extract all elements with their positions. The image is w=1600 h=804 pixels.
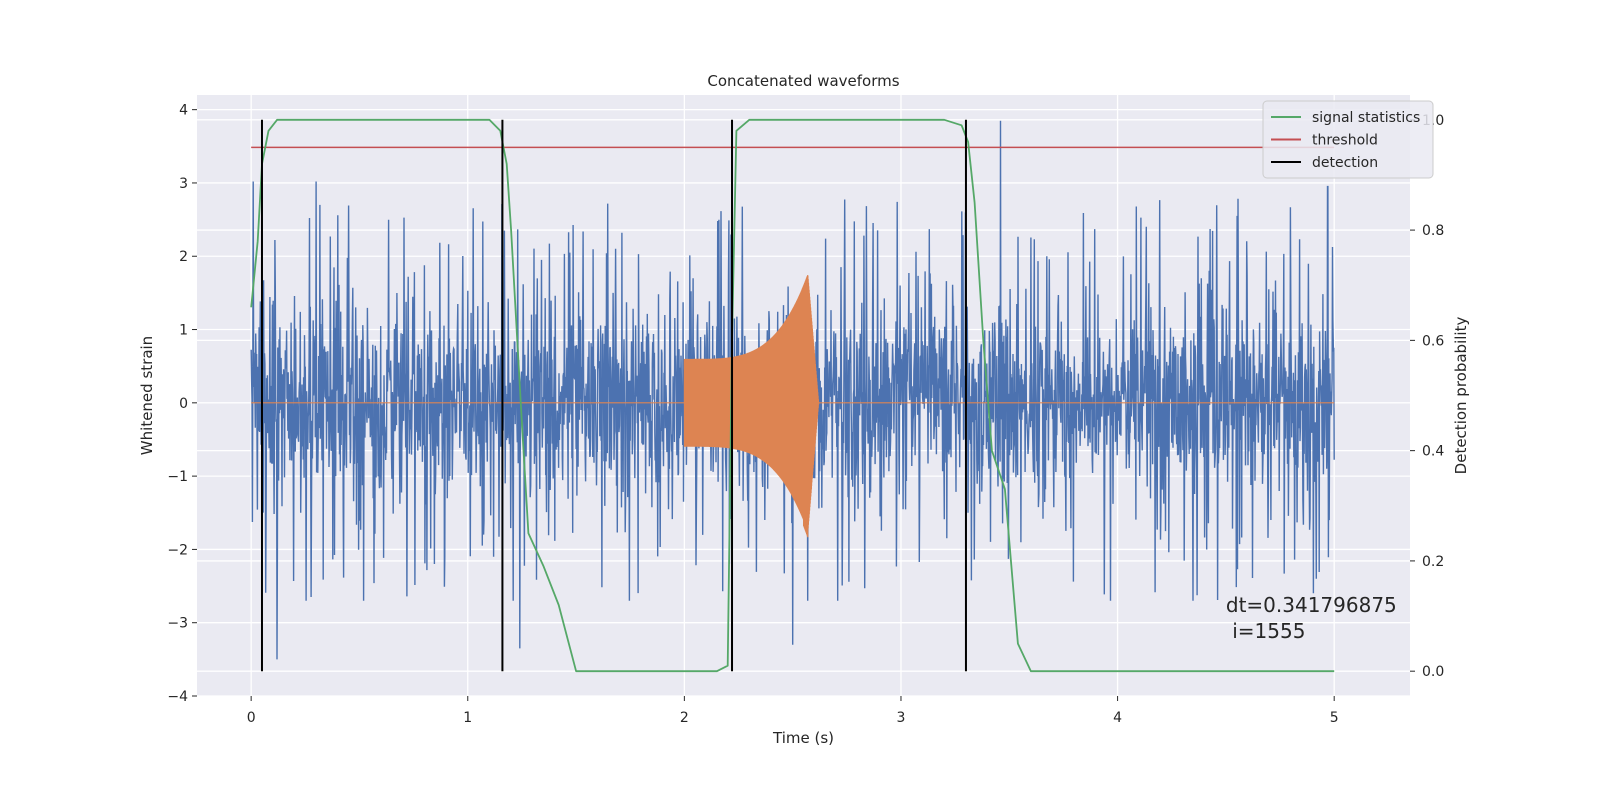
- y2-tick-label: 0.4: [1422, 444, 1444, 460]
- x-tick-label: 4: [1113, 710, 1122, 726]
- y2-tick-label: 0.6: [1422, 333, 1444, 349]
- x-tick-label: 2: [680, 710, 689, 726]
- y2-tick-label: 0.2: [1422, 554, 1444, 570]
- x-axis-label: Time (s): [772, 729, 834, 747]
- annotation-dt: dt=0.341796875: [1226, 593, 1397, 617]
- y-tick-label: 0: [179, 396, 188, 412]
- y-tick-label: 2: [179, 249, 188, 265]
- y-axis-label: Whitened strain: [138, 336, 156, 455]
- x-tick-label: 5: [1330, 710, 1339, 726]
- strain-series-line: [250, 120, 1335, 671]
- legend: signal statistics threshold detection: [1262, 100, 1434, 179]
- y-tick-label: 3: [179, 176, 188, 192]
- y-tick-label: 4: [179, 103, 188, 119]
- chart-title: Concatenated waveforms: [707, 72, 899, 90]
- legend-label: threshold: [1312, 133, 1378, 149]
- legend-label: signal statistics: [1312, 110, 1420, 126]
- y-tick-label: −3: [167, 616, 188, 632]
- legend-box: [1262, 100, 1434, 179]
- annotation: dt=0.341796875 i=1555: [1226, 593, 1397, 643]
- signal-statistics-line: [250, 118, 1335, 673]
- y2-tick-label: 0.0: [1422, 664, 1444, 680]
- x-tick-label: 1: [463, 710, 472, 726]
- annotation-index: i=1555: [1226, 619, 1306, 643]
- y2-axis-label: Detection probability: [1452, 317, 1470, 475]
- y-tick-label: −2: [167, 542, 188, 558]
- legend-label: detection: [1312, 155, 1378, 171]
- data-series: [250, 118, 1335, 673]
- y2-tick-label: 0.8: [1422, 223, 1444, 239]
- injected-waveform-line: [251, 275, 1335, 538]
- x-tick-label: 3: [897, 710, 906, 726]
- x-tick-label: 0: [247, 710, 256, 726]
- y-tick-label: −4: [167, 689, 188, 705]
- y-tick-label: 1: [179, 323, 188, 339]
- y-tick-label: −1: [167, 469, 188, 485]
